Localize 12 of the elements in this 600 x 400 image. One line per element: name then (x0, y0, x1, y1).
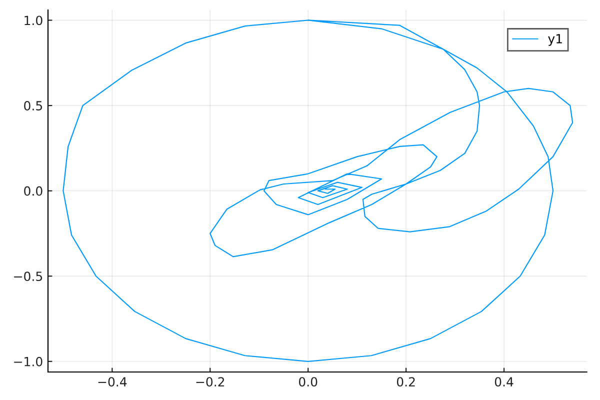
x-tick-label: 0.0 (298, 377, 318, 387)
x-tick-label: −0.4 (98, 377, 127, 387)
y-tick-label: −1.0 (14, 356, 42, 366)
y-tick-label: 0.5 (24, 101, 42, 110)
x-tick-label: 0.2 (396, 377, 415, 387)
x-tick-label: 0.4 (494, 377, 514, 387)
x-tick-label: −0.2 (196, 377, 224, 387)
y-tick-label: −0.5 (14, 272, 42, 282)
y-tick-label: 0.0 (24, 186, 42, 196)
line-series (62, 20, 574, 362)
legend-label: y1 (548, 34, 562, 46)
y-tick-label: 1.0 (24, 16, 42, 26)
